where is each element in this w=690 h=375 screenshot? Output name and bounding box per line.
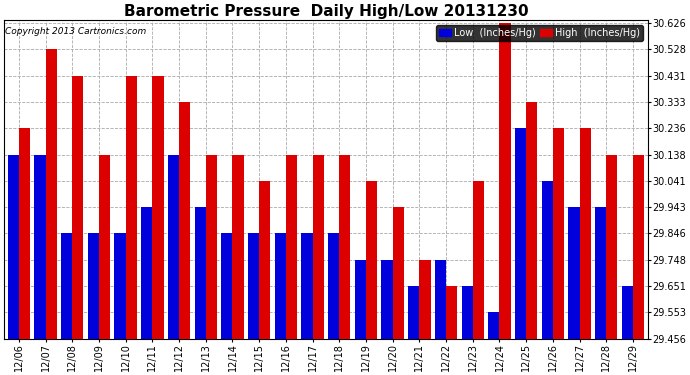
Bar	[99, 154, 110, 339]
Text: Copyright 2013 Cartronics.com: Copyright 2013 Cartronics.com	[5, 27, 146, 36]
Bar	[489, 312, 500, 339]
Bar	[355, 260, 366, 339]
Bar	[500, 23, 511, 339]
Bar	[46, 50, 57, 339]
Bar	[542, 181, 553, 339]
Bar	[569, 207, 580, 339]
Bar	[473, 181, 484, 339]
Bar	[34, 154, 46, 339]
Bar	[393, 207, 404, 339]
Bar	[8, 154, 19, 339]
Bar	[435, 260, 446, 339]
Bar	[366, 181, 377, 339]
Legend: Low  (Inches/Hg), High  (Inches/Hg): Low (Inches/Hg), High (Inches/Hg)	[436, 25, 643, 41]
Bar	[302, 233, 313, 339]
Bar	[420, 260, 431, 339]
Bar	[72, 76, 83, 339]
Bar	[126, 76, 137, 339]
Bar	[233, 154, 244, 339]
Bar	[580, 128, 591, 339]
Bar	[553, 128, 564, 339]
Bar	[19, 128, 30, 339]
Bar	[141, 207, 152, 339]
Bar	[221, 233, 233, 339]
Bar	[259, 181, 270, 339]
Bar	[115, 233, 126, 339]
Bar	[408, 286, 420, 339]
Title: Barometric Pressure  Daily High/Low 20131230: Barometric Pressure Daily High/Low 20131…	[124, 4, 529, 19]
Bar	[195, 207, 206, 339]
Bar	[313, 154, 324, 339]
Bar	[339, 154, 351, 339]
Bar	[328, 233, 339, 339]
Bar	[206, 154, 217, 339]
Bar	[61, 233, 72, 339]
Bar	[88, 233, 99, 339]
Bar	[179, 102, 190, 339]
Bar	[382, 260, 393, 339]
Bar	[286, 154, 297, 339]
Bar	[446, 286, 457, 339]
Bar	[595, 207, 607, 339]
Bar	[275, 233, 286, 339]
Bar	[607, 154, 618, 339]
Bar	[462, 286, 473, 339]
Bar	[168, 154, 179, 339]
Bar	[622, 286, 633, 339]
Bar	[633, 154, 644, 339]
Bar	[152, 76, 164, 339]
Bar	[248, 233, 259, 339]
Bar	[515, 128, 526, 339]
Bar	[526, 102, 538, 339]
